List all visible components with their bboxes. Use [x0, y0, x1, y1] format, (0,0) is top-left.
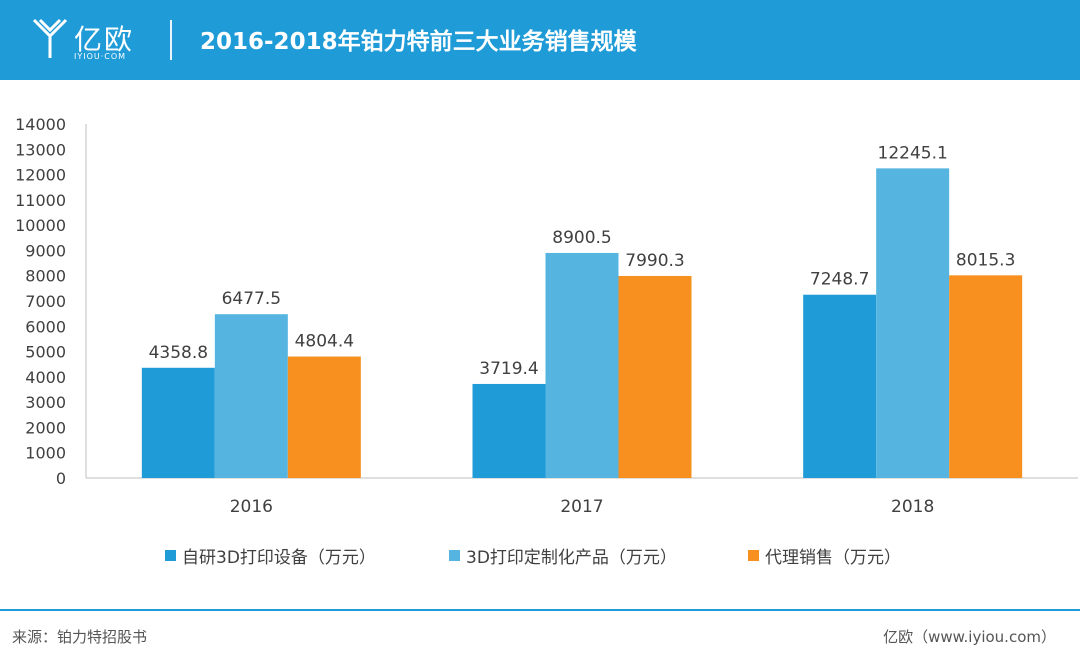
logo-text: 亿欧 [74, 23, 135, 56]
bar-2016-series-3 [287, 356, 361, 478]
y-tick-label: 10000 [15, 216, 66, 235]
data-label-2018-series-2: 12245.1 [878, 143, 948, 163]
bar-2017-series-2 [545, 252, 619, 478]
legend-label-series-1: 自研3D打印设备（万元） [182, 547, 376, 568]
data-label-2017-series-1: 3719.4 [479, 359, 538, 379]
bar-2016-series-2 [214, 314, 288, 478]
iyiou-logo: 亿欧 IYIOU·COM [30, 12, 150, 68]
legend-swatch-series-1 [165, 549, 176, 561]
y-tick-label: 6000 [25, 317, 66, 336]
logo-mark-icon [32, 18, 68, 58]
y-tick-label: 2000 [25, 418, 66, 437]
data-label-2016-series-3: 4804.4 [295, 332, 354, 352]
chart-legend: 自研3D打印设备（万元） 3D打印定制化产品（万元） 代理销售（万元） [0, 540, 1080, 570]
x-tick-label: 2018 [891, 497, 934, 517]
bar-2017-series-3 [618, 275, 692, 478]
y-tick-label: 9000 [25, 241, 66, 260]
header-divider [170, 20, 172, 60]
y-tick-label: 14000 [15, 115, 66, 134]
bar-2016-series-1 [141, 367, 215, 478]
y-tick-label: 13000 [15, 140, 66, 159]
y-tick-label: 3000 [25, 393, 66, 412]
legend-swatch-series-3 [748, 549, 759, 561]
y-tick-label: 0 [56, 469, 66, 488]
logo-subtext: IYIOU·COM [74, 52, 127, 61]
y-tick-label: 12000 [15, 166, 66, 185]
header-bar: 亿欧 IYIOU·COM 2016-2018年铂力特前三大业务销售规模 [0, 0, 1080, 80]
x-tick-label: 2017 [560, 497, 603, 517]
x-tick-label: 2016 [230, 497, 273, 517]
bar-2018-series-3 [949, 275, 1023, 478]
page-title: 2016-2018年铂力特前三大业务销售规模 [200, 29, 637, 55]
data-label-2016-series-2: 6477.5 [222, 289, 281, 309]
legend-swatch-series-2 [449, 549, 460, 561]
legend-item-series-1: 自研3D打印设备（万元） [165, 540, 376, 570]
data-label-2017-series-3: 7990.3 [625, 251, 684, 271]
y-tick-label: 7000 [25, 292, 66, 311]
bar-2018-series-2 [876, 168, 950, 478]
bar-chart: 0 1000 2000 3000 4000 5000 6000 7000 8000 9000 100… [15, 115, 1078, 517]
y-tick-label: 5000 [25, 343, 66, 362]
bar-2017-series-1 [472, 383, 546, 478]
y-tick-label: 4000 [25, 368, 66, 387]
footer-divider [0, 609, 1080, 611]
legend-item-series-2: 3D打印定制化产品（万元） [449, 540, 677, 570]
bar-2018-series-1 [803, 294, 877, 478]
credit-note: 亿欧（www.iyiou.com） [883, 628, 1056, 646]
data-label-2018-series-1: 7248.7 [810, 270, 869, 290]
y-tick-label: 1000 [25, 444, 66, 463]
legend-label-series-3: 代理销售（万元） [765, 547, 901, 568]
legend-label-series-2: 3D打印定制化产品（万元） [466, 547, 677, 568]
source-note: 来源：铂力特招股书 [12, 628, 148, 646]
data-label-2016-series-1: 4358.8 [149, 343, 208, 363]
y-tick-label: 8000 [25, 267, 66, 286]
data-label-2018-series-3: 8015.3 [956, 250, 1015, 270]
data-label-2017-series-2: 8900.5 [552, 228, 611, 248]
y-tick-label: 11000 [15, 191, 66, 210]
legend-item-series-3: 代理销售（万元） [748, 540, 901, 570]
